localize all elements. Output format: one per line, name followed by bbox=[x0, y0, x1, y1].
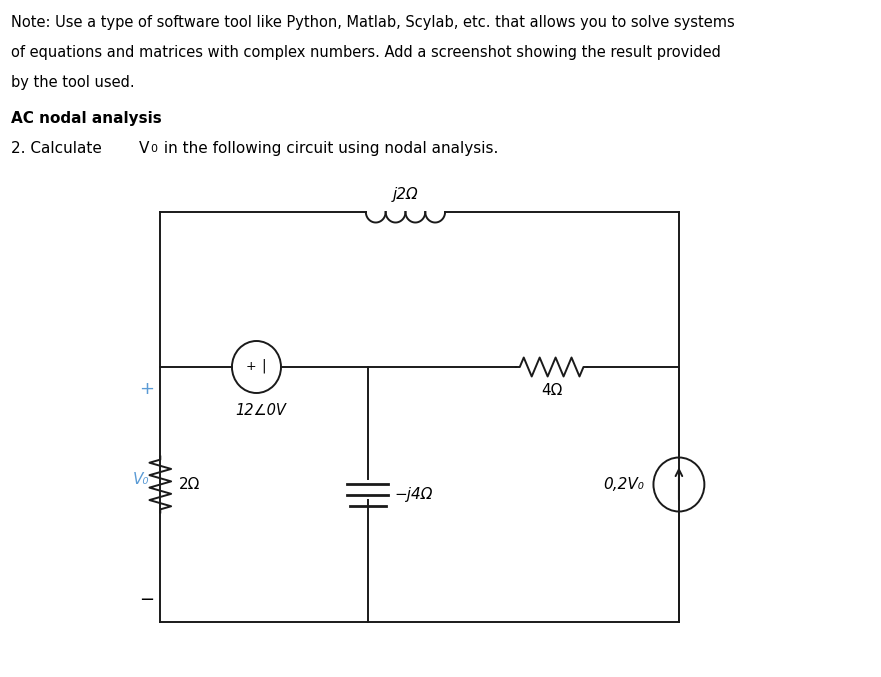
Text: 2. Calculate: 2. Calculate bbox=[11, 141, 107, 156]
Text: V₀: V₀ bbox=[132, 472, 149, 487]
Text: −j4Ω: −j4Ω bbox=[394, 487, 433, 502]
Text: |: | bbox=[262, 359, 266, 373]
Text: +: + bbox=[246, 359, 256, 372]
Text: 4Ω: 4Ω bbox=[541, 383, 562, 398]
Text: V: V bbox=[138, 141, 149, 156]
Text: in the following circuit using nodal analysis.: in the following circuit using nodal ana… bbox=[159, 141, 499, 156]
Text: 12∠0V: 12∠0V bbox=[236, 403, 286, 418]
Text: +: + bbox=[139, 380, 154, 398]
Text: j2Ω: j2Ω bbox=[393, 187, 418, 202]
Text: 0: 0 bbox=[151, 144, 158, 154]
Text: AC nodal analysis: AC nodal analysis bbox=[11, 111, 162, 126]
Text: 0,2V₀: 0,2V₀ bbox=[603, 477, 644, 492]
Text: by the tool used.: by the tool used. bbox=[11, 75, 135, 90]
Text: Note: Use a type of software tool like Python, Matlab, Scylab, etc. that allows : Note: Use a type of software tool like P… bbox=[11, 15, 735, 30]
Text: −: − bbox=[139, 591, 155, 609]
Text: of equations and matrices with complex numbers. Add a screenshot showing the res: of equations and matrices with complex n… bbox=[11, 45, 722, 60]
Text: 2Ω: 2Ω bbox=[179, 477, 201, 492]
